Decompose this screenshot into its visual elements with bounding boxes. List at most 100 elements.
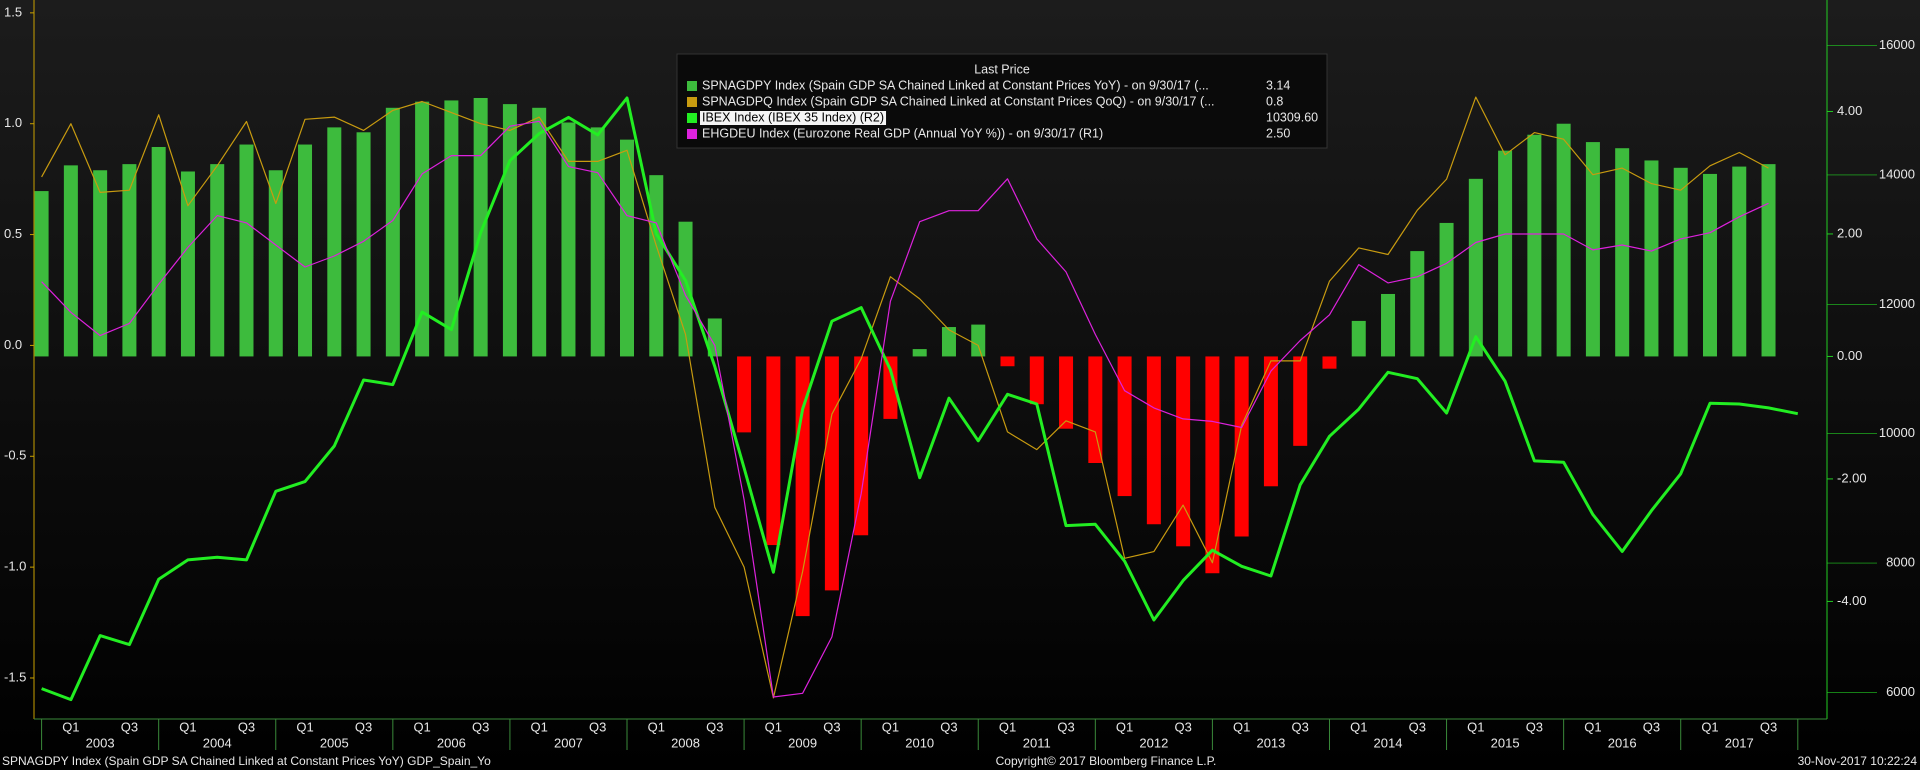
year-label: 2009: [788, 735, 817, 750]
y2-tick-label: -2.00: [1837, 470, 1867, 485]
bar: [912, 349, 927, 357]
x-tick-label: Q3: [940, 719, 957, 734]
bar: [766, 356, 781, 546]
series-line: [41, 96, 1799, 702]
bar: [122, 164, 137, 357]
bar: [1381, 293, 1396, 357]
x-tick-label: Q1: [765, 719, 782, 734]
x-tick-label: Q3: [823, 719, 840, 734]
legend-swatch: [687, 113, 697, 123]
x-tick-label: Q3: [1526, 719, 1543, 734]
bar: [1322, 356, 1337, 369]
year-label: 2012: [1139, 735, 1168, 750]
y3-tick-label: 6000: [1886, 684, 1915, 699]
legend-label: EHGDEU Index (Eurozone Real GDP (Annual …: [702, 126, 1103, 140]
year-label: 2016: [1608, 735, 1637, 750]
bar: [1000, 356, 1015, 367]
bar: [1176, 356, 1191, 547]
y-tick-label: 1.5: [4, 4, 22, 19]
bar: [63, 165, 78, 357]
y-tick-label: 0.5: [4, 226, 22, 241]
x-tick-label: Q3: [121, 719, 138, 734]
y-tick-label: -1.5: [4, 669, 26, 684]
year-label: 2008: [671, 735, 700, 750]
bar: [1644, 160, 1659, 357]
x-tick-label: Q1: [531, 719, 548, 734]
year-label: 2017: [1725, 735, 1754, 750]
bar: [620, 139, 634, 357]
year-label: 2014: [1374, 735, 1403, 750]
year-label: 2010: [905, 735, 934, 750]
bar: [180, 171, 195, 357]
x-tick-label: Q1: [1701, 719, 1718, 734]
legend-highlight: [700, 111, 887, 125]
bar: [385, 107, 400, 357]
bar: [883, 356, 898, 419]
bar: [210, 164, 225, 357]
x-tick-label: Q3: [1174, 719, 1191, 734]
series-line: [41, 120, 1769, 698]
bar: [854, 356, 869, 536]
bar: [1263, 356, 1278, 487]
y2-tick-label: 0.00: [1837, 348, 1862, 363]
x-tick-label: Q1: [179, 719, 196, 734]
y-tick-label: 1.0: [4, 115, 22, 130]
year-label: 2003: [86, 735, 115, 750]
bar: [415, 101, 430, 357]
bar: [1761, 164, 1776, 357]
x-tick-label: Q1: [1116, 719, 1133, 734]
bar: [34, 191, 49, 357]
legend-label: IBEX Index (IBEX 35 Index) (R2): [702, 110, 884, 124]
x-tick-label: Q3: [238, 719, 255, 734]
bar: [1673, 167, 1688, 357]
x-tick-label: Q3: [1409, 719, 1426, 734]
bar: [649, 175, 664, 357]
y3-tick-label: 10000: [1879, 425, 1915, 440]
bar: [737, 356, 752, 433]
x-tick-label: Q3: [1760, 719, 1777, 734]
legend-value: 0.8: [1266, 94, 1283, 108]
bar: [707, 318, 722, 357]
bar: [444, 100, 459, 357]
bar: [1615, 148, 1630, 357]
y3-tick-label: 16000: [1879, 37, 1915, 52]
bar: [1029, 356, 1044, 405]
bar: [1088, 356, 1103, 464]
footer-left: SPNAGDPY Index (Spain GDP SA Chained Lin…: [2, 754, 491, 768]
x-tick-label: Q1: [1233, 719, 1250, 734]
bar: [1234, 356, 1249, 537]
x-tick-label: Q3: [1057, 719, 1074, 734]
bar: [151, 146, 166, 357]
legend-swatch: [687, 97, 697, 107]
bar: [298, 144, 313, 357]
year-label: 2007: [554, 735, 583, 750]
year-label: 2006: [437, 735, 466, 750]
bar: [824, 356, 839, 591]
footer-right: 30-Nov-2017 10:22:24: [1798, 754, 1918, 768]
x-tick-label: Q3: [1292, 719, 1309, 734]
y-tick-label: -1.0: [4, 559, 26, 574]
bar: [532, 107, 547, 357]
x-tick-label: Q1: [882, 719, 899, 734]
year-label: 2004: [203, 735, 232, 750]
bar: [1439, 222, 1454, 357]
x-tick-label: Q1: [648, 719, 665, 734]
x-tick-label: Q1: [1350, 719, 1367, 734]
legend-box: [676, 53, 1328, 149]
x-tick-label: Q3: [589, 719, 606, 734]
bar: [327, 127, 342, 357]
legend-value: 10309.60: [1266, 110, 1318, 124]
bar: [1351, 320, 1366, 357]
y-tick-label: 0.0: [4, 337, 22, 352]
bar: [356, 132, 371, 357]
legend-value: 3.14: [1266, 78, 1290, 92]
legend-title: Last Price: [974, 62, 1030, 76]
bar: [1410, 251, 1425, 357]
bar: [590, 127, 605, 357]
x-tick-label: Q1: [999, 719, 1016, 734]
bar: [1059, 356, 1074, 429]
x-tick-label: Q3: [1643, 719, 1660, 734]
series-line: [41, 96, 1769, 699]
y2-tick-label: 4.00: [1837, 103, 1862, 118]
